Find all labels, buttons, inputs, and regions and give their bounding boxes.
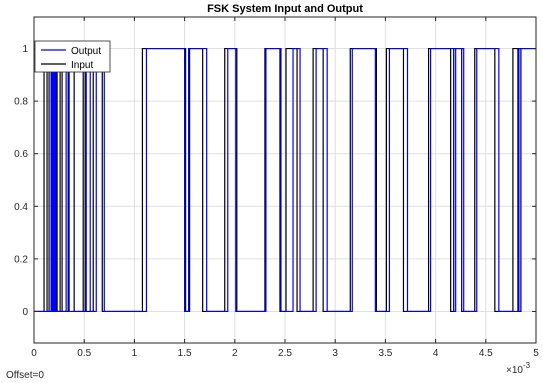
chart-title: FSK System Input and Output (207, 3, 363, 15)
legend-label-output: Output (71, 46, 101, 57)
x-tick-label: 1 (132, 348, 138, 359)
x-tick-label: 1.5 (178, 348, 192, 359)
series-layer (34, 47, 536, 313)
x-exponent: ×10-3 (506, 361, 531, 376)
legend-label-input: Input (71, 60, 93, 71)
x-tick-label: 0.5 (77, 348, 91, 359)
footer-offset: Offset=0 (6, 370, 44, 381)
legend-box (34, 40, 111, 73)
y-tick-label: 0.2 (14, 254, 28, 265)
y-tick-label: 1 (22, 44, 28, 55)
x-tick-label: 3.5 (378, 348, 392, 359)
y-tick-label: 0.6 (14, 149, 28, 160)
x-exponent-power: -3 (523, 361, 531, 370)
x-tick-label: 4 (433, 348, 439, 359)
x-tick-label: 2 (232, 348, 238, 359)
x-tick-label: 3 (332, 348, 338, 359)
x-tick-label: 2.5 (278, 348, 292, 359)
y-tick-label: 0.8 (14, 97, 28, 108)
x-exponent-base: ×10 (506, 365, 523, 376)
y-tick-label: 0.4 (14, 202, 28, 213)
y-tick-label: 0 (22, 307, 28, 318)
x-tick-label: 0 (31, 348, 37, 359)
x-tick-label: 4.5 (479, 348, 493, 359)
series-line-output (34, 47, 536, 313)
x-tick-label: 5 (533, 348, 539, 359)
legend[interactable]: Output Input (34, 40, 111, 73)
tick-layer: 0 0.5 1 1.5 2 2.5 3 3.5 4 4.5 5 0 0.2 0.4 0.6 0.8 1 (14, 17, 539, 359)
